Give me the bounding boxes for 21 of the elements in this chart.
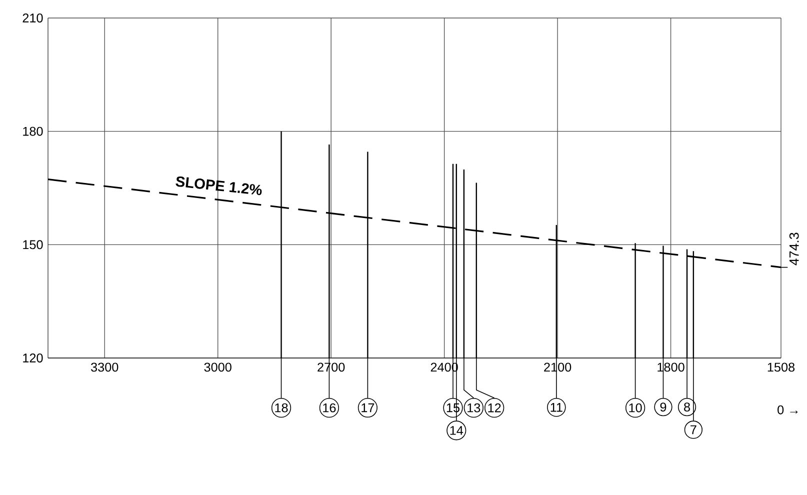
annotation: 13: [468, 403, 480, 412]
annotation: 14: [450, 426, 464, 435]
annotation: 474.3: [789, 232, 799, 266]
y-tick-label: 180: [23, 126, 43, 136]
annotation: 10: [629, 403, 642, 412]
x-tick-label: 3000: [204, 362, 232, 372]
x-tick-label: 3300: [91, 362, 118, 372]
annotation: 12: [488, 403, 501, 412]
annotation: 16: [323, 403, 336, 412]
x-tick-label: 1508: [768, 362, 795, 372]
y-tick-label: 150: [23, 240, 43, 250]
y-tick-label: 120: [23, 354, 43, 362]
annotation: 9: [660, 402, 666, 412]
annotation: 18: [275, 403, 288, 412]
annotation: SLOPE 1.2%: [176, 176, 262, 196]
annotation: 17: [362, 403, 374, 412]
y-tick-label: 210: [22, 14, 43, 22]
annotation: 7: [690, 425, 696, 434]
annotation: 8: [684, 402, 690, 412]
annotation: 11: [550, 403, 562, 412]
text: 0 →: [778, 405, 798, 414]
